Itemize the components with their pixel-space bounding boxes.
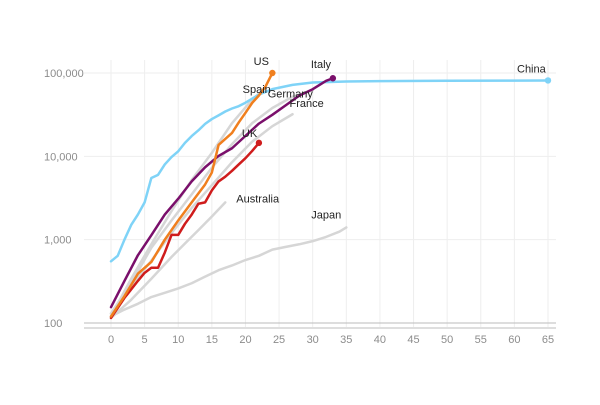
series-end-marker-us: [269, 69, 276, 77]
x-tick-label: 35: [340, 334, 352, 346]
x-tick-layer: 0 5 10 15 20 25 30 35 40 45 50 55 60 65: [108, 334, 554, 346]
series-line-japan: [109, 226, 348, 318]
x-tick-label: 50: [441, 334, 453, 346]
marker-layer: [255, 69, 552, 147]
y-tick-label: 100,000: [44, 68, 84, 80]
y-tick-label: 100: [44, 318, 62, 330]
x-tick-label: 30: [307, 334, 319, 346]
x-tick-label: 20: [239, 334, 251, 346]
series-label-australia: Australia: [236, 193, 280, 205]
series-label-uk: UK: [242, 128, 258, 140]
x-tick-label: 40: [374, 334, 386, 346]
x-tick-label: 45: [407, 334, 419, 346]
series-label-france: France: [290, 98, 324, 110]
series-end-marker-china: [544, 77, 552, 84]
series-line-uk: [109, 141, 261, 320]
series-line-us: [109, 71, 274, 318]
grid-layer: [84, 60, 556, 329]
series-label-spain: Spain: [243, 84, 271, 96]
series-end-marker-italy: [329, 75, 337, 82]
x-tick-label: 60: [508, 334, 520, 346]
series-label-germany: Germany: [268, 88, 314, 100]
y-tick-layer: 100 1,000 10,000 100,000: [44, 68, 84, 330]
x-tick-label: 25: [273, 334, 285, 346]
series-layer: [109, 71, 550, 320]
x-tick-label: 55: [475, 334, 487, 346]
series-line-italy: [109, 77, 335, 309]
x-tick-label: 65: [542, 334, 554, 346]
x-tick-label: 10: [172, 334, 184, 346]
x-tick-label: 15: [206, 334, 218, 346]
y-tick-label: 10,000: [44, 151, 78, 163]
series-label-italy: Italy: [311, 59, 332, 71]
series-line-china: [109, 79, 550, 263]
series-label-japan: Japan: [311, 209, 341, 221]
series-label-china: China: [517, 63, 547, 75]
x-tick-label: 0: [108, 334, 114, 346]
x-tick-label: 5: [142, 334, 148, 346]
series-line-france: [109, 112, 294, 315]
series-end-marker-uk: [255, 139, 263, 147]
series-label-us: US: [254, 56, 269, 68]
y-tick-label: 1,000: [44, 235, 72, 247]
series-line-australia: [109, 201, 227, 320]
